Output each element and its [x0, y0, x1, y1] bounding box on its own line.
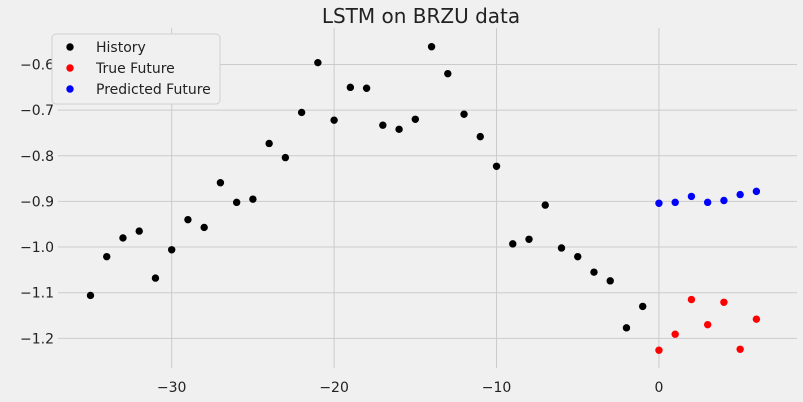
point-history: [574, 252, 582, 261]
y-tick-label: −0.7: [20, 103, 54, 119]
point-history: [427, 43, 436, 51]
y-tick-label: −1.0: [20, 240, 54, 256]
legend-marker-true-future: [66, 64, 74, 72]
point-true-future: [720, 298, 728, 306]
point-history: [622, 324, 631, 332]
legend-label-predicted-future: Predicted Future: [96, 82, 211, 98]
point-history: [265, 139, 273, 148]
x-tick-label: −20: [319, 380, 349, 396]
point-history: [606, 277, 614, 285]
point-history: [639, 302, 647, 311]
point-predicted-future: [720, 196, 728, 205]
y-tick-label: −0.6: [20, 58, 54, 74]
x-tick-label: −10: [482, 380, 512, 396]
point-true-future: [703, 320, 712, 329]
point-history: [460, 110, 468, 118]
legend-marker-history: [66, 43, 74, 51]
point-history: [314, 58, 322, 67]
point-predicted-future: [703, 198, 712, 207]
y-tick-label: −0.8: [20, 149, 54, 165]
point-history: [379, 121, 387, 129]
point-true-future: [655, 346, 663, 354]
x-tick-label: −30: [157, 380, 187, 396]
point-history: [590, 268, 598, 276]
point-history: [492, 162, 501, 170]
point-history: [346, 83, 355, 92]
legend-marker-predicted-future: [66, 85, 74, 93]
point-history: [509, 240, 517, 248]
point-true-future: [671, 330, 679, 338]
point-true-future: [687, 295, 696, 304]
point-history: [411, 115, 420, 123]
point-history: [476, 132, 484, 141]
point-history: [135, 227, 143, 235]
legend-label-history: History: [96, 40, 146, 56]
x-tick-labels: −30 −20 −10 0: [157, 380, 663, 396]
chart-title: LSTM on BRZU data: [322, 4, 520, 28]
point-history: [86, 291, 95, 300]
point-history: [330, 116, 338, 124]
point-history: [216, 179, 225, 187]
point-predicted-future: [671, 198, 679, 207]
data-points: [86, 43, 761, 354]
legend-label-true-future: True Future: [95, 61, 175, 77]
point-predicted-future: [655, 199, 663, 207]
point-predicted-future: [736, 190, 744, 199]
point-history: [362, 84, 371, 92]
point-history: [525, 235, 533, 244]
point-history: [151, 274, 160, 282]
y-tick-label: −0.9: [20, 194, 54, 210]
y-tick-labels: −1.2 −1.1 −1.0 −0.9 −0.8 −0.7 −0.6: [20, 58, 54, 348]
legend-box: [51, 33, 221, 105]
point-history: [297, 108, 306, 117]
y-tick-label: −1.1: [20, 286, 54, 302]
point-history: [249, 195, 257, 203]
point-history: [541, 201, 549, 209]
y-tick-label: −1.2: [20, 331, 54, 347]
point-predicted-future: [752, 187, 761, 196]
legend: History True Future Predicted Future: [51, 33, 221, 105]
point-history: [200, 223, 208, 232]
point-history: [119, 234, 127, 242]
point-history: [395, 125, 403, 134]
point-history: [167, 246, 176, 254]
point-history: [232, 198, 241, 207]
x-tick-label: 0: [654, 380, 663, 396]
point-history: [444, 69, 452, 78]
point-history: [557, 244, 566, 252]
point-predicted-future: [687, 192, 696, 201]
point-history: [184, 215, 192, 224]
point-history: [103, 252, 111, 261]
point-history: [281, 153, 290, 162]
point-true-future: [752, 315, 761, 323]
point-true-future: [736, 345, 744, 353]
